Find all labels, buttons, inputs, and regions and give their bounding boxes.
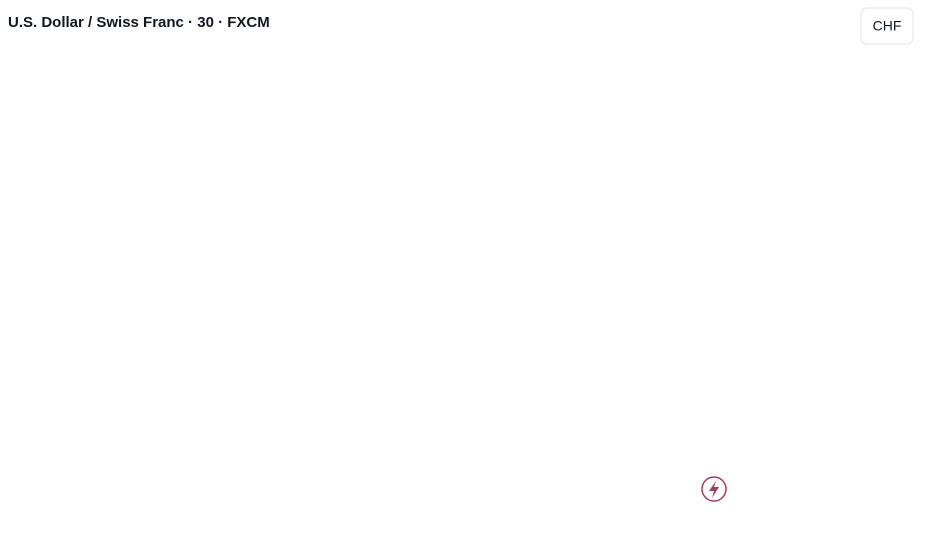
currency-button[interactable] xyxy=(860,7,914,45)
chart-title: U.S. Dollar / Swiss Franc · 30 · FXCM xyxy=(8,14,270,31)
flash-circle[interactable] xyxy=(701,476,727,502)
flash-icon[interactable] xyxy=(701,476,727,502)
currency-label[interactable]: CHF xyxy=(873,18,902,34)
flash-bolt[interactable] xyxy=(709,481,719,498)
